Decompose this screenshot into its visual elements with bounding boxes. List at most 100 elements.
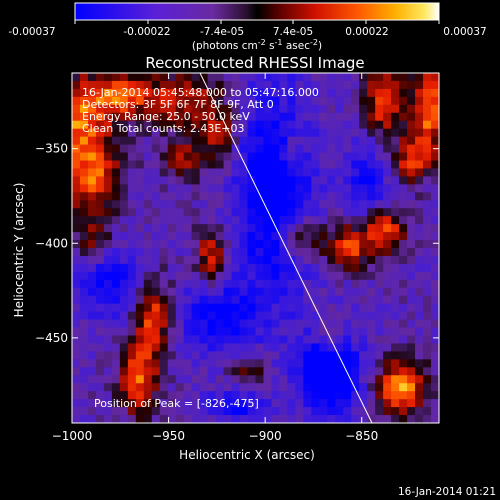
map-pixel <box>399 367 408 376</box>
map-pixel <box>183 208 193 217</box>
map-pixel <box>423 104 432 114</box>
map-pixel <box>199 192 209 201</box>
map-pixel <box>239 351 249 360</box>
map-pixel <box>175 415 185 423</box>
map-pixel <box>199 160 209 170</box>
map-pixel <box>159 255 169 265</box>
map-pixel <box>279 375 289 384</box>
solar-limb-line <box>199 73 373 423</box>
map-pixel <box>95 200 105 209</box>
map-pixel <box>159 287 169 297</box>
map-pixel <box>255 144 265 154</box>
map-pixel <box>423 295 432 305</box>
map-pixel <box>351 136 360 146</box>
map-pixel <box>303 367 312 376</box>
map-pixel <box>335 216 344 225</box>
map-pixel <box>183 73 193 82</box>
map-pixel <box>79 128 89 138</box>
map-pixel <box>303 240 312 249</box>
map-pixel <box>239 367 249 376</box>
map-pixel <box>415 200 424 209</box>
map-pixel <box>223 104 233 114</box>
map-pixel <box>335 176 344 185</box>
map-pixel <box>175 359 185 368</box>
map-pixel <box>135 271 145 281</box>
map-pixel <box>72 287 81 297</box>
map-pixel <box>72 271 81 281</box>
map-pixel <box>87 104 97 114</box>
map-pixel <box>143 240 153 249</box>
map-pixel <box>167 73 177 82</box>
map-pixel <box>191 216 201 225</box>
map-pixel <box>223 192 233 201</box>
map-pixel <box>431 271 439 281</box>
map-pixel <box>295 367 304 376</box>
map-pixel <box>207 399 217 408</box>
map-pixel <box>159 359 169 368</box>
map-pixel <box>359 88 368 98</box>
map-pixel <box>375 407 384 416</box>
map-pixel <box>255 88 265 98</box>
map-pixel <box>279 192 289 201</box>
map-pixel <box>375 224 384 233</box>
map-pixel <box>127 319 137 329</box>
map-pixel <box>79 240 89 249</box>
map-pixel <box>263 279 273 289</box>
map-pixel <box>95 136 105 146</box>
map-pixel <box>383 232 392 241</box>
map-pixel <box>295 263 304 273</box>
map-pixel <box>87 224 97 233</box>
map-pixel <box>87 192 97 201</box>
map-pixel <box>279 295 289 305</box>
map-pixel <box>423 184 432 193</box>
map-pixel <box>143 311 153 321</box>
map-pixel <box>103 144 113 154</box>
map-pixel <box>287 399 296 408</box>
map-pixel <box>311 88 320 98</box>
map-pixel <box>431 120 439 130</box>
map-pixel <box>167 279 177 289</box>
map-pixel <box>415 287 424 297</box>
map-pixel <box>247 160 257 170</box>
map-pixel <box>223 295 233 305</box>
map-pixel <box>303 303 312 313</box>
map-pixel <box>103 359 113 368</box>
map-pixel <box>399 351 408 360</box>
map-pixel <box>295 80 304 90</box>
map-pixel <box>351 112 360 122</box>
map-pixel <box>255 335 265 345</box>
map-pixel <box>183 224 193 233</box>
map-pixel <box>279 120 289 130</box>
map-pixel <box>223 383 233 392</box>
map-pixel <box>247 168 257 177</box>
map-pixel <box>271 80 281 90</box>
map-pixel <box>143 73 153 82</box>
map-pixel <box>207 343 217 352</box>
map-pixel <box>79 168 89 177</box>
map-pixel <box>231 279 241 289</box>
map-pixel <box>199 407 209 416</box>
map-pixel <box>375 343 384 352</box>
map-pixel <box>271 184 281 193</box>
map-pixel <box>151 168 161 177</box>
map-pixel <box>415 327 424 337</box>
map-pixel <box>151 303 161 313</box>
map-pixel <box>119 415 129 423</box>
map-pixel <box>151 407 161 416</box>
map-pixel <box>72 176 81 185</box>
map-pixel <box>103 279 113 289</box>
map-pixel <box>119 263 129 273</box>
map-pixel <box>72 279 81 289</box>
map-pixel <box>255 200 265 209</box>
map-pixel <box>391 192 400 201</box>
map-pixel <box>199 415 209 423</box>
map-pixel <box>151 367 161 376</box>
map-pixel <box>359 415 368 423</box>
map-pixel <box>327 271 336 281</box>
map-pixel <box>119 96 129 106</box>
map-pixel <box>407 327 416 337</box>
map-pixel <box>351 216 360 225</box>
map-pixel <box>111 287 121 297</box>
map-pixel <box>263 399 273 408</box>
map-pixel <box>295 255 304 265</box>
